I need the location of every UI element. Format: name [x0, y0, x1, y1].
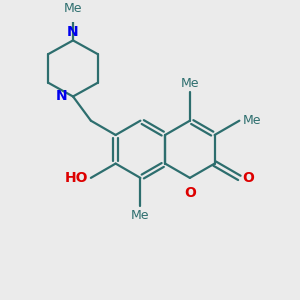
- Text: Me: Me: [243, 114, 261, 127]
- Text: HO: HO: [65, 171, 89, 185]
- Text: Me: Me: [64, 2, 82, 14]
- Text: N: N: [67, 25, 79, 39]
- Text: O: O: [184, 186, 196, 200]
- Text: Me: Me: [181, 77, 199, 90]
- Text: Me: Me: [131, 209, 150, 222]
- Text: O: O: [243, 171, 254, 185]
- Text: N: N: [55, 89, 67, 103]
